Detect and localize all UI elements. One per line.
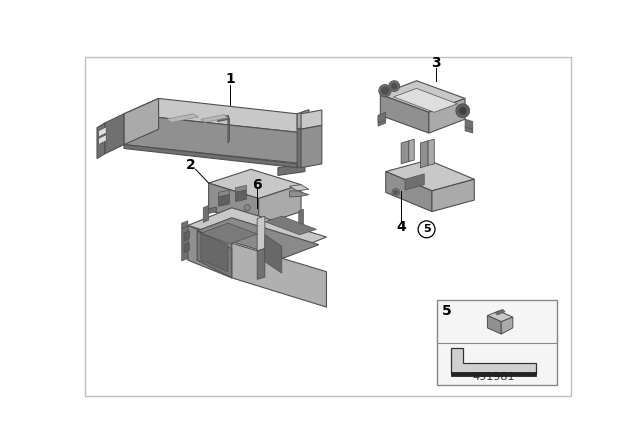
Polygon shape [182, 221, 188, 228]
Polygon shape [265, 235, 282, 273]
Polygon shape [429, 99, 465, 133]
Polygon shape [124, 99, 305, 133]
Polygon shape [228, 116, 230, 143]
Polygon shape [289, 191, 308, 197]
Polygon shape [197, 231, 232, 278]
Polygon shape [278, 164, 305, 176]
Text: 5: 5 [442, 304, 452, 318]
Polygon shape [409, 139, 414, 162]
Circle shape [418, 221, 435, 238]
Polygon shape [451, 348, 536, 373]
Polygon shape [232, 243, 326, 307]
Polygon shape [432, 179, 474, 211]
Polygon shape [201, 115, 228, 122]
Polygon shape [465, 127, 473, 133]
Polygon shape [209, 169, 301, 198]
Text: 1: 1 [225, 72, 235, 86]
Polygon shape [380, 95, 429, 133]
Polygon shape [204, 206, 209, 222]
Polygon shape [297, 110, 308, 129]
Polygon shape [386, 172, 432, 211]
Polygon shape [124, 114, 305, 164]
Bar [437, 300, 557, 385]
Circle shape [391, 83, 397, 89]
Polygon shape [236, 190, 246, 202]
Polygon shape [257, 249, 265, 280]
Text: 491981: 491981 [472, 372, 515, 382]
Polygon shape [297, 125, 308, 168]
Polygon shape [99, 127, 106, 137]
Polygon shape [184, 242, 189, 252]
Polygon shape [378, 116, 386, 126]
Polygon shape [188, 208, 326, 255]
Polygon shape [405, 174, 424, 190]
Circle shape [459, 107, 467, 115]
Circle shape [244, 205, 250, 211]
Polygon shape [197, 218, 319, 258]
Circle shape [394, 190, 398, 195]
Polygon shape [380, 81, 465, 112]
Polygon shape [420, 141, 428, 168]
Circle shape [389, 81, 399, 91]
Polygon shape [501, 317, 513, 334]
Circle shape [456, 104, 470, 118]
Polygon shape [124, 145, 297, 168]
Circle shape [379, 85, 391, 97]
Text: 5: 5 [423, 224, 430, 234]
Polygon shape [495, 310, 505, 315]
Polygon shape [219, 195, 230, 206]
Polygon shape [378, 112, 386, 123]
Text: 4: 4 [396, 220, 406, 234]
Polygon shape [219, 190, 230, 197]
Polygon shape [209, 183, 259, 225]
Polygon shape [216, 116, 230, 121]
Polygon shape [206, 207, 216, 214]
Polygon shape [465, 119, 473, 129]
Polygon shape [201, 223, 257, 244]
Polygon shape [257, 216, 265, 251]
Polygon shape [301, 110, 322, 129]
Text: 6: 6 [252, 178, 262, 192]
Circle shape [381, 87, 389, 95]
Polygon shape [299, 209, 303, 225]
Polygon shape [99, 134, 106, 145]
Polygon shape [97, 123, 105, 159]
Polygon shape [428, 139, 435, 165]
Polygon shape [301, 125, 322, 168]
Polygon shape [188, 225, 232, 278]
Polygon shape [259, 185, 301, 225]
Polygon shape [236, 185, 246, 192]
Polygon shape [182, 226, 188, 261]
Polygon shape [297, 110, 308, 129]
Polygon shape [394, 88, 458, 112]
Polygon shape [124, 99, 159, 145]
Polygon shape [184, 231, 189, 241]
Text: 2: 2 [186, 159, 196, 172]
Polygon shape [265, 216, 316, 235]
Polygon shape [401, 141, 409, 164]
Text: 3: 3 [431, 56, 440, 70]
Polygon shape [166, 114, 198, 122]
Polygon shape [289, 185, 308, 191]
Polygon shape [488, 315, 501, 334]
Circle shape [392, 189, 399, 196]
Polygon shape [386, 160, 474, 191]
Polygon shape [105, 114, 124, 154]
Bar [451, 372, 536, 375]
Polygon shape [201, 233, 228, 271]
Polygon shape [488, 311, 513, 322]
